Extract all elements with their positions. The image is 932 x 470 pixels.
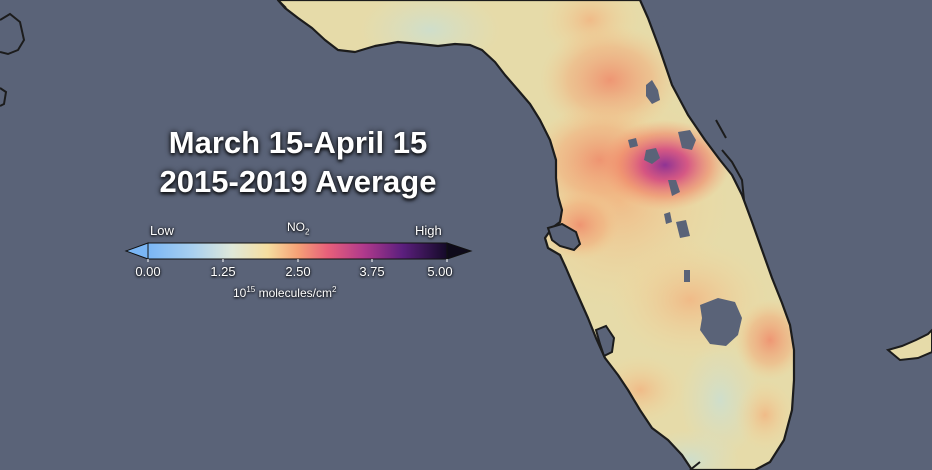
lakes <box>628 10 742 346</box>
legend-variable-label: NO2 <box>287 220 310 237</box>
legend-tick-label: 3.75 <box>359 264 385 279</box>
legend-tick-label: 0.00 <box>135 264 161 279</box>
legend-high-label: High <box>415 223 442 238</box>
title-average-period: 2015-2019 Average <box>159 164 437 199</box>
east-barrier-island <box>721 149 745 201</box>
title-date-range: March 15-April 15 <box>168 125 428 160</box>
tampa-bay <box>546 222 582 252</box>
island-right-edge <box>885 328 932 362</box>
legend-units-label: 1015 molecules/cm2 <box>233 285 337 300</box>
charlotte-harbor <box>594 324 616 358</box>
legend-low-label: Low <box>150 223 174 238</box>
legend-tick-label: 5.00 <box>427 264 453 279</box>
legend-tick-label: 2.50 <box>285 264 311 279</box>
west-coast-fragment <box>0 12 26 56</box>
legend-tick-label: 1.25 <box>210 264 236 279</box>
colorbar <box>124 242 473 262</box>
lake-okeechobee <box>700 298 742 346</box>
